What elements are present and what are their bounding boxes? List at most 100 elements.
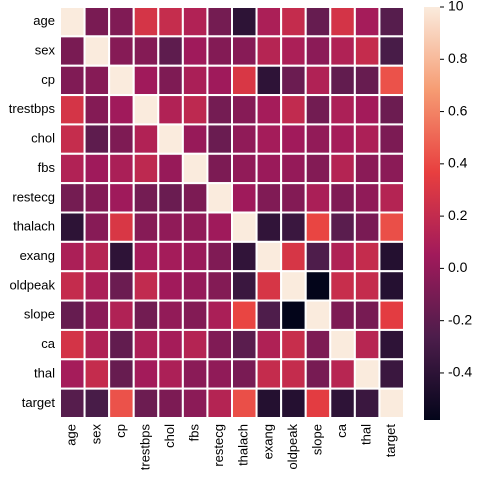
heatmap-cell xyxy=(280,328,307,361)
heatmap-cell xyxy=(59,182,86,214)
heatmap-cell xyxy=(378,6,405,38)
heatmap-cell xyxy=(329,94,356,126)
heatmap-cell xyxy=(108,35,135,67)
heatmap-cell xyxy=(132,123,160,155)
heatmap-cell xyxy=(132,328,160,361)
heatmap-cell xyxy=(181,35,209,67)
heatmap-cell xyxy=(304,152,332,185)
y-tick-label: trestbps xyxy=(9,101,56,116)
heatmap-cell xyxy=(206,182,234,214)
heatmap-cell xyxy=(132,152,160,185)
heatmap-cell xyxy=(255,152,283,185)
heatmap-cell xyxy=(181,387,209,419)
heatmap-cell xyxy=(132,35,160,67)
heatmap-cell xyxy=(280,35,307,67)
heatmap-cell xyxy=(304,6,332,38)
heatmap-cell xyxy=(206,152,234,185)
heatmap-cell xyxy=(329,64,356,97)
heatmap-cell xyxy=(181,211,209,243)
heatmap-cell xyxy=(280,152,307,185)
heatmap-cell xyxy=(206,358,234,390)
y-tick-label: thal xyxy=(34,365,55,380)
heatmap-cell xyxy=(353,35,381,67)
y-tick-label: age xyxy=(33,13,55,28)
heatmap-cell xyxy=(181,123,209,155)
heatmap-cell xyxy=(157,299,184,331)
heatmap-cell xyxy=(83,299,111,331)
heatmap-cell xyxy=(255,299,283,331)
heatmap-cell xyxy=(108,123,135,155)
heatmap-cell xyxy=(304,94,332,126)
heatmap-cell xyxy=(108,299,135,331)
heatmap-cell xyxy=(353,299,381,331)
heatmap-cell xyxy=(280,182,307,214)
heatmap-cell xyxy=(157,123,184,155)
heatmap-cell xyxy=(255,64,283,97)
heatmap-cell xyxy=(255,182,283,214)
heatmap-cell xyxy=(329,6,356,38)
heatmap-cell xyxy=(83,94,111,126)
heatmap-cell xyxy=(280,64,307,97)
heatmap-cell xyxy=(231,182,258,214)
heatmap-cell xyxy=(157,387,184,419)
heatmap-cell xyxy=(353,270,381,302)
heatmap-cell xyxy=(157,152,184,185)
heatmap-cell xyxy=(157,211,184,243)
colorbar-tick-label: -0.2 xyxy=(448,311,472,327)
heatmap-cell xyxy=(181,94,209,126)
heatmap-cell xyxy=(304,64,332,97)
heatmap-cell xyxy=(132,240,160,273)
heatmap-cell xyxy=(132,270,160,302)
heatmap-cell xyxy=(378,299,405,331)
heatmap-cell xyxy=(353,211,381,243)
heatmap-cell xyxy=(304,358,332,390)
colorbar xyxy=(424,7,440,420)
heatmap-cell xyxy=(255,270,283,302)
heatmap-cell xyxy=(353,182,381,214)
heatmap-cell xyxy=(83,211,111,243)
heatmap-cell xyxy=(206,35,234,67)
heatmap-cell xyxy=(206,123,234,155)
heatmap-cell xyxy=(353,387,381,419)
heatmap-cell xyxy=(353,94,381,126)
heatmap-cell xyxy=(329,35,356,67)
heatmap-cell xyxy=(280,270,307,302)
heatmap-cell xyxy=(108,6,135,38)
heatmap-cell xyxy=(280,387,307,419)
heatmap-cell xyxy=(59,94,86,126)
colorbar-tick-label: 0.8 xyxy=(448,50,468,66)
heatmap-cell xyxy=(181,182,209,214)
heatmap-cell xyxy=(59,328,86,361)
heatmap-cell xyxy=(280,123,307,155)
heatmap-cell xyxy=(255,358,283,390)
heatmap-cell xyxy=(304,387,332,419)
heatmap-cell xyxy=(206,240,234,273)
heatmap-cell xyxy=(108,182,135,214)
heatmap-cell xyxy=(206,387,234,419)
heatmap-cell xyxy=(181,270,209,302)
heatmap-cell xyxy=(378,182,405,214)
x-tick-label: target xyxy=(383,424,398,458)
heatmap-cell xyxy=(231,358,258,390)
heatmap-cell xyxy=(304,270,332,302)
y-tick-label: fbs xyxy=(38,160,56,175)
heatmap-cell xyxy=(181,64,209,97)
y-tick-label: target xyxy=(22,395,56,410)
heatmap-cell xyxy=(231,35,258,67)
x-tick-label: age xyxy=(64,424,79,446)
heatmap-cell xyxy=(206,299,234,331)
y-tick-label: cp xyxy=(41,72,55,87)
heatmap-cell xyxy=(280,240,307,273)
heatmap-cell xyxy=(181,6,209,38)
y-tick-label: sex xyxy=(35,42,56,57)
heatmap-cell xyxy=(353,240,381,273)
heatmap-cell xyxy=(59,358,86,390)
heatmap-cell xyxy=(206,328,234,361)
heatmap-cell xyxy=(83,182,111,214)
heatmap-cell xyxy=(280,6,307,38)
colorbar-tick-label: 0.2 xyxy=(448,207,468,223)
x-tick-label: cp xyxy=(113,424,128,438)
heatmap-cell xyxy=(378,211,405,243)
heatmap-cell xyxy=(378,240,405,273)
y-tick-label: thalach xyxy=(13,219,55,234)
